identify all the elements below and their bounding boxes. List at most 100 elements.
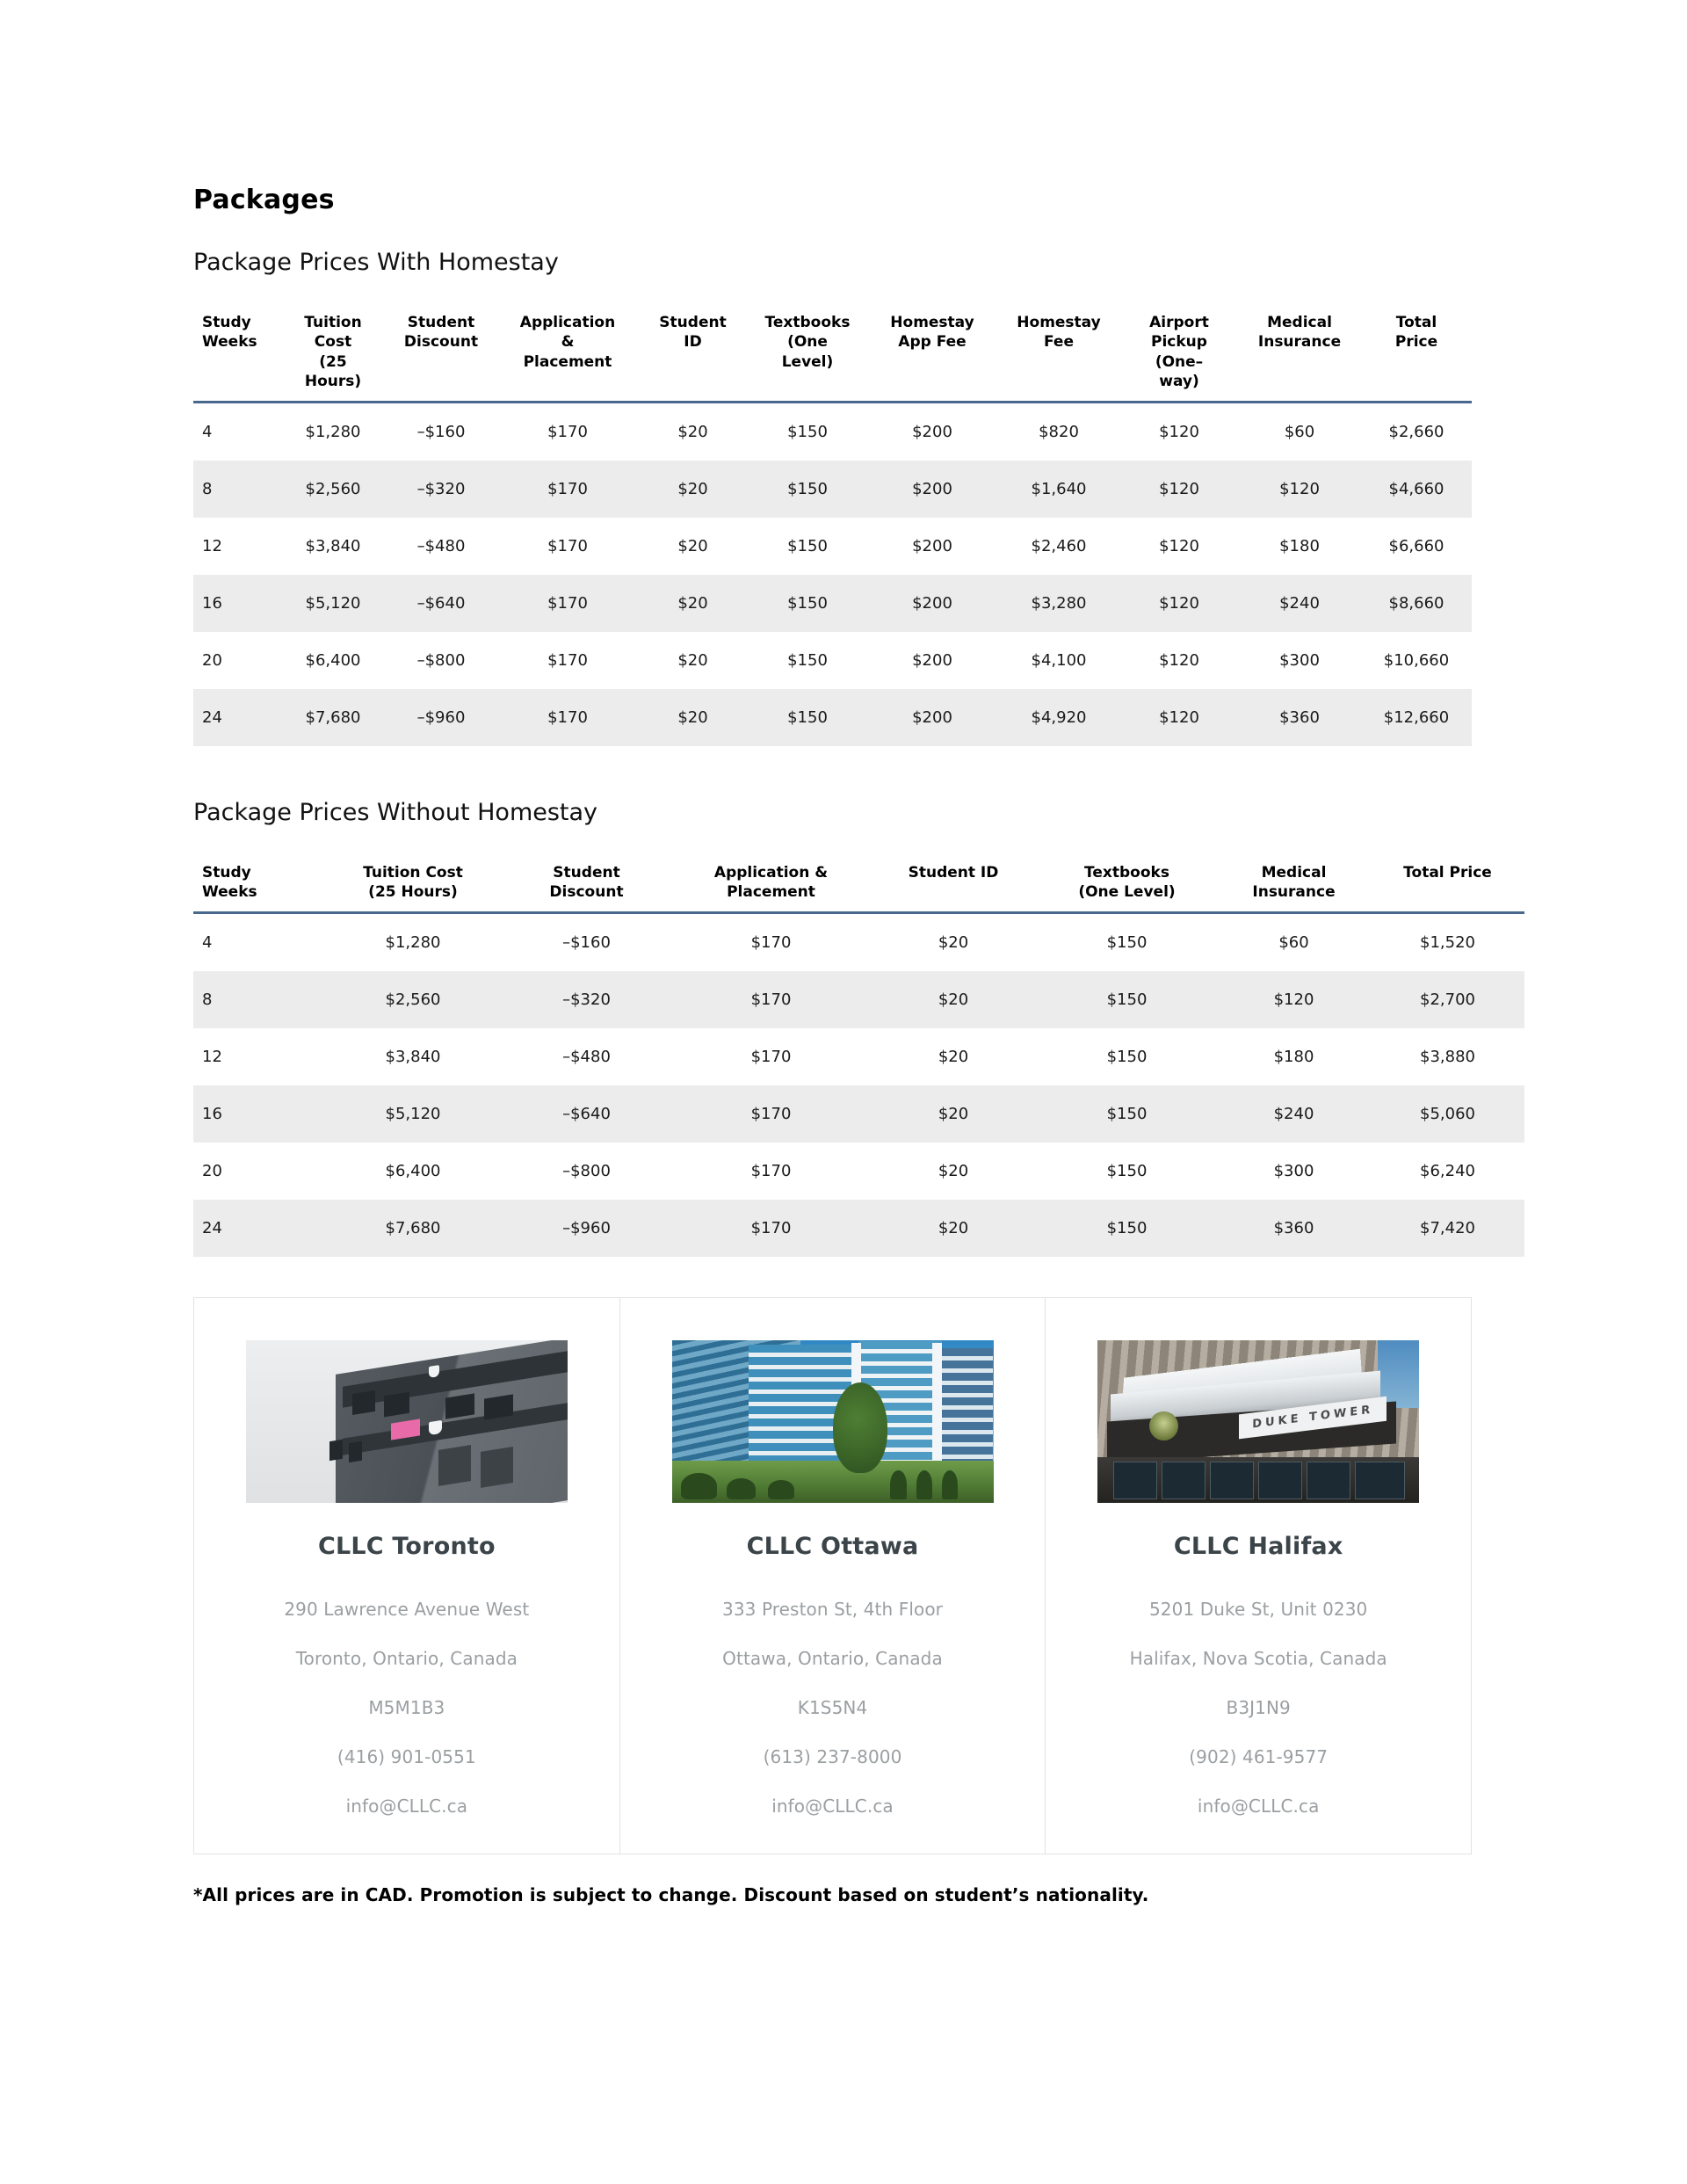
ottawa-building-photo	[671, 1339, 994, 1503]
table-cell: $120	[1159, 650, 1199, 670]
header-line: Student	[407, 314, 475, 331]
table-row: 20 $6,400 –$800 $170 $20 $150 $300 $6,240	[193, 1143, 1524, 1200]
table-cell: $150	[1037, 970, 1217, 1028]
table-row: 8 $2,560 –$320 $170 $20 $150 $120 $2,700	[193, 970, 1524, 1028]
location-name: CLLC Toronto	[317, 1532, 496, 1560]
table-cell: $10,660	[1383, 650, 1450, 670]
table-cell: $120	[1159, 422, 1199, 441]
table-cell: $1,280	[385, 932, 441, 952]
toronto-building-photo	[245, 1339, 568, 1503]
table-cell: –$160	[416, 422, 466, 441]
header-line: Hours)	[304, 373, 362, 391]
table-row: 4 $1,280 –$160 $170 $20 $150 $200 $820 $120 $60 $2…	[193, 402, 1472, 461]
table-cell: $170	[497, 688, 638, 746]
table-cell: $20	[938, 1047, 969, 1066]
location-address-line1: 290 Lawrence Avenue West	[284, 1598, 530, 1620]
table-cell: –$160	[562, 932, 611, 952]
cell-study-weeks: 12	[202, 536, 222, 555]
table-cell: $150	[787, 650, 828, 670]
column-header: Medical Insurance	[1238, 313, 1361, 402]
column-header: Application & Placement	[497, 313, 638, 402]
location-email[interactable]: info@CLLC.ca	[345, 1795, 468, 1817]
table-cell: $150	[787, 536, 828, 555]
table-cell: $180	[1273, 1047, 1314, 1066]
table-cell: –$640	[501, 1085, 672, 1143]
location-address-line1: 5201 Duke St, Unit 0230	[1148, 1598, 1368, 1620]
table-cell: $1,520	[1420, 932, 1475, 952]
cell-study-weeks: 20	[202, 1161, 222, 1180]
header-line: Study	[202, 314, 251, 331]
column-header: Total Price	[1371, 863, 1524, 912]
price-disclaimer: *All prices are in CAD. Promotion is sub…	[193, 1883, 1149, 1905]
location-address-line1: 333 Preston St, 4th Floor	[722, 1598, 943, 1620]
cell-study-weeks: 4	[202, 422, 213, 441]
table-cell: $120	[1120, 574, 1238, 632]
table-cell: $150	[1106, 1047, 1148, 1066]
table-cell: $3,840	[305, 536, 361, 555]
location-email[interactable]: info@CLLC.ca	[1197, 1795, 1320, 1817]
column-header: Student Discount	[385, 313, 497, 402]
table-cell: $240	[1217, 1085, 1371, 1143]
location-phone[interactable]: (902) 461-9577	[1189, 1745, 1329, 1767]
table-row: 12 $3,840 –$480 $170 $20 $150 $200 $2,460 $120 $1…	[193, 518, 1472, 575]
table-cell: $170	[547, 650, 588, 670]
table-cell: $170	[672, 1199, 870, 1257]
table-cell: $12,660	[1361, 688, 1472, 746]
table-cell: $150	[1106, 1161, 1148, 1180]
location-email[interactable]: info@CLLC.ca	[771, 1795, 894, 1817]
header-line: Student	[659, 314, 727, 331]
header-line: way)	[1159, 373, 1199, 391]
table-cell: –$640	[385, 574, 497, 632]
table-cell: $2,660	[1388, 422, 1444, 441]
table-cell: $20	[638, 574, 748, 632]
table-cell: $170	[750, 1161, 792, 1180]
table-cell: $20	[938, 932, 969, 952]
cell-study-weeks: 16	[193, 1085, 325, 1143]
table-cell: $3,880	[1420, 1047, 1475, 1066]
table-cell: $6,240	[1420, 1161, 1475, 1180]
table-header-row: Study Weeks Tuition Cost (25 Hours) Student Dis…	[193, 313, 1472, 403]
table-cell: $120	[1217, 970, 1371, 1028]
location-phone[interactable]: (613) 237-8000	[763, 1745, 902, 1767]
location-name: CLLC Ottawa	[746, 1532, 919, 1560]
header-line: Weeks	[202, 333, 257, 352]
header-line: Medical	[1261, 863, 1327, 882]
table-cell: $2,460	[1031, 536, 1087, 555]
header-line: ID	[684, 333, 702, 352]
header-line: Application &	[713, 863, 829, 882]
table-cell: $20	[638, 460, 748, 518]
header-line: Homestay	[890, 314, 974, 331]
table-cell: $150	[1106, 932, 1148, 952]
table-cell: $200	[867, 688, 997, 746]
header-line: Pickup	[1151, 333, 1207, 352]
cell-study-weeks: 12	[202, 1047, 222, 1066]
table-with-homestay: Study Weeks Tuition Cost (25 Hours) Student Dis…	[193, 313, 1472, 746]
page-title: Packages	[193, 185, 335, 215]
table-cell: $360	[1238, 688, 1361, 746]
table-header-row: Study Weeks Tuition Cost (25 Hours) Student D…	[193, 863, 1524, 913]
table-cell: $2,560	[325, 970, 501, 1028]
table-cell: $200	[867, 460, 997, 518]
table-cell: $20	[677, 650, 708, 670]
document-content: Packages Package Prices With Homestay St…	[193, 185, 1524, 1905]
table-cell: $5,120	[325, 1085, 501, 1143]
table-cell: $170	[672, 1085, 870, 1143]
column-header: Homestay App Fee	[867, 313, 997, 402]
header-line: Homestay	[1017, 314, 1101, 331]
header-line: Price	[1394, 333, 1438, 352]
table-cell: –$320	[385, 460, 497, 518]
table-cell: $4,660	[1361, 460, 1472, 518]
table-cell: $170	[547, 536, 588, 555]
table-cell: $20	[677, 536, 708, 555]
table-cell: $60	[1284, 422, 1315, 441]
table-cell: $3,840	[385, 1047, 441, 1066]
location-postal-code: B3J1N9	[1226, 1696, 1291, 1718]
section-title-without-homestay: Package Prices Without Homestay	[193, 798, 598, 826]
header-line: &	[561, 333, 575, 352]
table-cell: $170	[497, 574, 638, 632]
locations-panel: CLLC Toronto 290 Lawrence Avenue West To…	[193, 1296, 1472, 1854]
location-phone[interactable]: (416) 901-0551	[337, 1745, 476, 1767]
table-cell: $4,100	[1031, 650, 1087, 670]
header-line: Tuition	[304, 314, 362, 331]
cell-study-weeks: 20	[202, 650, 222, 670]
